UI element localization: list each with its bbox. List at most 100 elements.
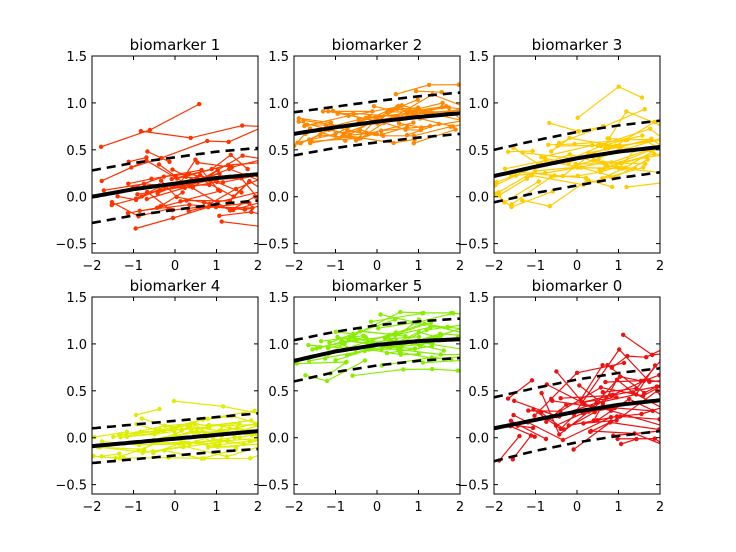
subject-point [133,226,138,231]
y-tick-label: 0.5 [66,144,87,159]
subject-point [532,168,538,174]
y-tick-label: −0.5 [257,479,289,494]
subject-point [158,204,163,209]
subject-point [302,198,306,202]
subject-point [558,120,562,124]
subject-point [149,176,154,181]
subject-point [379,346,384,352]
subject-point [560,173,565,179]
subject-point [547,120,552,126]
subject-point [334,151,338,155]
subject-point [665,126,669,130]
y-tick-label: 1.0 [268,338,289,353]
subject-point [520,198,525,203]
subject-point [205,416,210,422]
subject-point [710,167,714,171]
subject-point [429,344,435,349]
subject-point [448,124,453,129]
y-tick-label: 1.5 [268,291,289,306]
subject-point [241,442,247,447]
subject-point [333,329,338,334]
subject-point [674,155,678,159]
subject-point [539,155,544,160]
x-tick-label: −1 [326,500,345,515]
subject-point [632,166,638,171]
subject-point [328,120,333,125]
subject-point [170,167,175,172]
subject-point [138,128,144,134]
subject-point [614,377,620,382]
subject-point [639,95,645,100]
subject-point [197,101,202,107]
subject-trajectory [498,435,520,461]
upper-band-line [294,91,460,114]
subject-point [384,350,390,356]
subject-point [557,432,562,437]
plot-area [92,101,348,231]
x-tick-label: −1 [326,259,345,274]
y-tick-label: 0.0 [468,432,489,447]
subject-trajectory [128,156,147,163]
subject-point [296,416,300,420]
y-tick-label: 1.0 [66,97,87,112]
y-tick-label: 1.5 [66,50,87,65]
subject-point [181,444,186,450]
subject-point [344,213,348,217]
x-tick-label: −2 [484,259,503,274]
subject-point [438,352,443,357]
subject-trajectory [573,421,612,450]
subject-point [310,155,314,159]
subject-point [420,360,426,365]
subject-point [296,116,301,121]
y-tick-label: 1.5 [468,291,489,306]
subject-point [308,141,313,146]
subject-point [249,209,254,215]
subject-point [505,396,511,401]
subject-point [284,125,288,129]
subject-point [462,325,466,329]
subject-point [710,158,714,162]
subject-point [676,400,680,404]
subject-point [92,453,96,459]
subject-trajectory [494,175,517,186]
subject-point [536,179,541,184]
panel-title: biomarker 0 [532,277,623,295]
subject-point [123,433,129,439]
subject-point [139,416,144,421]
subject-point [187,202,192,207]
subject-point [685,376,689,380]
subject-point [673,350,677,354]
subject-point [501,111,505,115]
x-tick-label: 2 [254,500,262,515]
subject-point [295,140,300,145]
subject-point [577,383,582,388]
subject-point [187,171,192,176]
subject-point [554,369,559,374]
plot-area [494,332,689,463]
subject-trajectory [335,348,419,361]
subject-point [133,197,139,203]
subject-point [676,138,680,142]
x-tick-label: −2 [82,500,101,515]
subject-point [595,143,601,148]
subject-point [416,329,422,335]
subject-point [416,334,422,340]
y-tick-label: 0.5 [268,144,289,159]
subject-point [199,456,204,461]
subject-point [624,184,629,190]
subject-point [319,339,324,344]
subject-point [219,219,224,224]
subject-point [150,449,155,454]
subject-point [221,404,226,409]
subject-point [125,211,131,216]
subject-point [610,184,615,190]
subject-point [652,119,657,125]
y-tick-label: 1.0 [468,97,489,112]
subject-point [161,428,166,434]
subject-point [296,119,301,124]
subject-point [209,166,214,172]
y-tick-label: −0.5 [55,238,87,253]
subject-point [225,438,230,444]
subject-point [368,319,374,324]
subject-point [445,324,450,329]
